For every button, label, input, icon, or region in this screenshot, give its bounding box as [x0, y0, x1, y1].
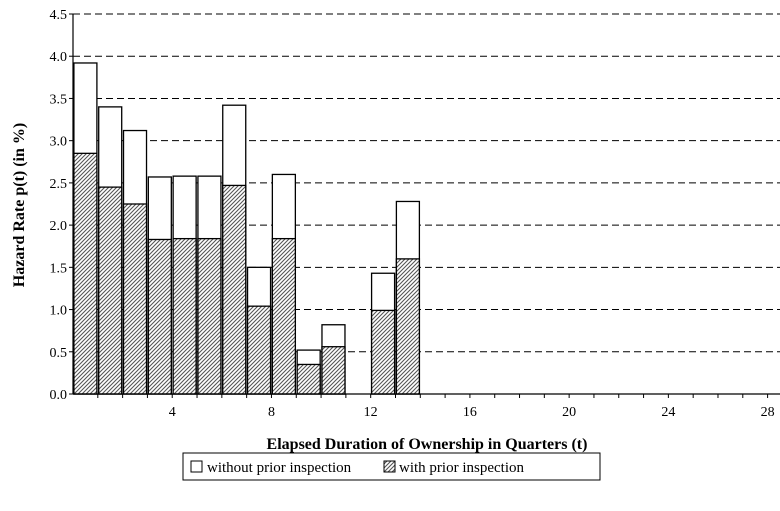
- y-axis-title: Hazard Rate p(t) (in %): [11, 123, 28, 287]
- legend-label-without-inspection: without prior inspection: [207, 460, 352, 476]
- legend: without prior inspection with prior insp…: [182, 452, 601, 481]
- x-tick-label: 28: [761, 405, 775, 420]
- bar-with-inspection: [296, 363, 321, 395]
- x-tick-label: 16: [463, 405, 477, 420]
- bar-with-inspection: [122, 203, 148, 395]
- x-tick-labels: 4 8 12 16 20 24 28: [169, 405, 775, 420]
- x-tick-label: 20: [562, 405, 576, 420]
- y-tick-label: 4.5: [50, 8, 68, 23]
- bar-with-inspection: [73, 152, 98, 395]
- bar-with-inspection: [222, 184, 247, 395]
- legend-label-with-inspection: with prior inspection: [399, 460, 524, 476]
- bar-with-inspection: [246, 305, 272, 395]
- bar-with-inspection: [321, 346, 346, 395]
- y-tick-label: 3.0: [50, 135, 68, 150]
- y-tick-label: 0.5: [50, 346, 68, 361]
- y-tick-label: 2.0: [50, 219, 68, 234]
- x-tick-label: 8: [268, 405, 275, 420]
- y-tick-label: 3.5: [50, 92, 68, 107]
- legend-swatch-without-inspection: [190, 460, 203, 473]
- x-axis-title: Elapsed Duration of Ownership in Quarter…: [267, 436, 588, 453]
- y-tick-label: 0.0: [50, 388, 68, 403]
- y-tick-labels: 0.0 0.5 1.0 1.5 2.0 2.5 3.0 3.5 4.0 4.5: [50, 8, 68, 403]
- x-tick-label: 12: [364, 405, 378, 420]
- bar-with-inspection: [172, 237, 197, 395]
- bar-with-inspection: [395, 258, 421, 395]
- x-tick-label: 4: [169, 405, 176, 420]
- y-tick-label: 4.0: [50, 50, 68, 65]
- axes: [69, 13, 780, 398]
- y-tick-label: 1.0: [50, 304, 68, 319]
- y-tick-label: 1.5: [50, 261, 68, 276]
- bar-with-inspection: [147, 238, 172, 395]
- bar-with-inspection: [370, 309, 396, 395]
- gridlines: [73, 13, 780, 353]
- y-tick-label: 2.5: [50, 177, 68, 192]
- bar-with-inspection: [98, 186, 123, 395]
- bar-with-inspection: [197, 237, 222, 395]
- bar-with-inspection: [271, 237, 297, 395]
- x-tick-label: 24: [661, 405, 675, 420]
- legend-swatch-with-inspection: [383, 460, 396, 473]
- bars: [73, 62, 421, 395]
